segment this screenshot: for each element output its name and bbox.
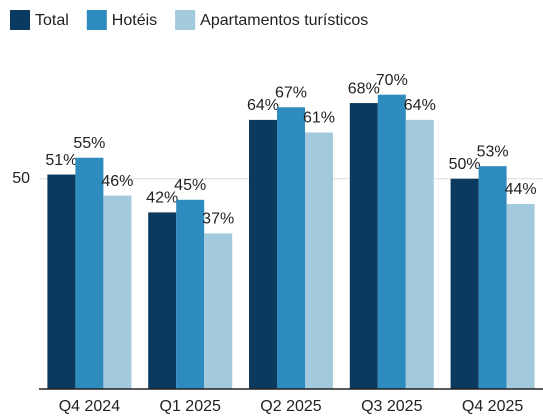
value-label: 64% <box>247 97 279 114</box>
value-label: 55% <box>73 135 105 152</box>
bar <box>75 157 104 389</box>
bar <box>305 132 333 389</box>
bar <box>47 174 76 389</box>
bar <box>103 195 132 389</box>
value-label: 37% <box>202 211 234 228</box>
bar <box>478 166 507 389</box>
bar <box>450 178 479 389</box>
x-tick-label: Q2 2025 <box>260 398 321 415</box>
legend-swatch <box>175 10 196 30</box>
legend-swatch <box>86 10 107 30</box>
value-label: 50% <box>449 156 481 173</box>
bar <box>249 119 277 389</box>
value-label: 51% <box>45 152 77 169</box>
legend-swatch <box>10 10 30 30</box>
value-label: 53% <box>477 143 509 160</box>
y-tick-label: 50 <box>12 170 30 187</box>
value-label: 68% <box>348 80 380 97</box>
bar <box>349 103 378 389</box>
legend-label: Total <box>35 12 69 29</box>
legend-label: Hotéis <box>112 12 157 29</box>
bar <box>148 212 177 389</box>
bar <box>506 203 535 389</box>
bar <box>176 199 205 389</box>
bar <box>204 233 233 389</box>
bar <box>377 94 406 389</box>
bar <box>277 107 305 390</box>
value-label: 64% <box>404 97 436 114</box>
x-tick-label: Q3 2025 <box>361 398 422 415</box>
value-label: 45% <box>174 177 206 194</box>
value-label: 42% <box>146 190 178 207</box>
value-label: 67% <box>275 84 307 101</box>
x-tick-label: Q4 2025 <box>462 398 523 415</box>
value-label: 46% <box>101 173 133 190</box>
value-label: 44% <box>505 181 537 198</box>
value-label: 61% <box>303 110 335 127</box>
bar <box>405 119 434 389</box>
legend-label: Apartamentos turísticos <box>200 12 368 29</box>
x-tick-label: Q4 2024 <box>59 398 120 415</box>
value-label: 70% <box>376 72 408 89</box>
x-tick-label: Q1 2025 <box>160 398 221 415</box>
